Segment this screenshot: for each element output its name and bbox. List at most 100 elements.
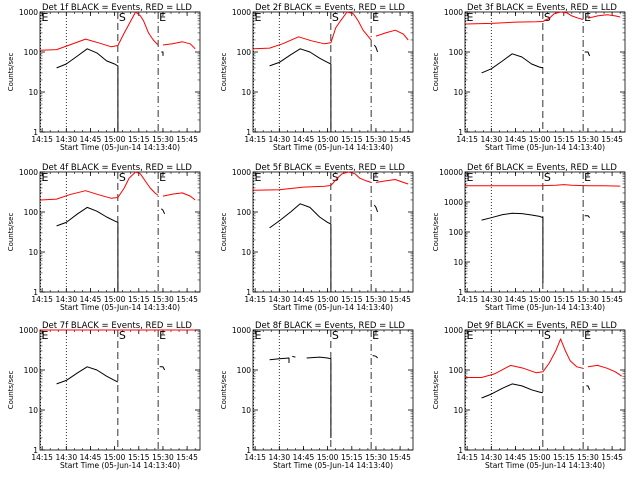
lld-series-line bbox=[40, 171, 159, 201]
y-tick-label: 1000 bbox=[19, 8, 38, 17]
x-tick-label: 14:30 bbox=[268, 453, 290, 462]
marker-label: E bbox=[159, 171, 166, 184]
events-series-line bbox=[586, 385, 591, 390]
x-tick-label: 14:45 bbox=[505, 295, 527, 304]
x-tick-label: 15:45 bbox=[601, 135, 623, 144]
panel-title: Det 5f BLACK = Events, RED = LLD bbox=[255, 163, 405, 173]
marker-label: E bbox=[372, 11, 379, 24]
x-tick-label: 15:30 bbox=[577, 135, 599, 144]
x-tick-label: 15:30 bbox=[577, 295, 599, 304]
x-axis-label: Start Time (05-Jun-14 14:13:40) bbox=[60, 461, 180, 470]
x-tick-label: 14:45 bbox=[293, 295, 315, 304]
x-tick-label: 15:00 bbox=[104, 295, 126, 304]
x-tick-label: 15:00 bbox=[104, 135, 126, 144]
y-tick-label: 1 bbox=[246, 288, 251, 297]
events-series-line bbox=[269, 203, 332, 292]
marker-label: E bbox=[584, 11, 591, 24]
y-tick-label: 100 bbox=[24, 48, 39, 57]
x-axis-label: Start Time (05-Jun-14 14:13:40) bbox=[273, 143, 393, 152]
y-tick-label: 10 bbox=[28, 88, 38, 97]
x-tick-label: 15:30 bbox=[152, 295, 174, 304]
x-tick-label: 15:00 bbox=[529, 295, 551, 304]
y-tick-label: 100 bbox=[449, 48, 464, 57]
y-tick-label: 1 bbox=[458, 446, 463, 455]
y-tick-label: 10 bbox=[241, 406, 251, 415]
panel-title: Det 6f BLACK = Events, RED = LLD bbox=[467, 163, 617, 173]
lld-series-line bbox=[375, 179, 409, 185]
x-tick-label: 14:30 bbox=[55, 295, 77, 304]
y-tick-label: 1000 bbox=[232, 8, 251, 17]
x-tick-label: 15:00 bbox=[529, 453, 551, 462]
y-tick-label: 1 bbox=[458, 288, 463, 297]
x-axis-label: Start Time (05-Jun-14 14:13:40) bbox=[485, 303, 605, 312]
plot-frame bbox=[39, 171, 201, 293]
x-tick-label: 14:15 bbox=[31, 453, 53, 462]
marker-label: E bbox=[255, 329, 262, 342]
x-axis-label: Start Time (05-Jun-14 14:13:40) bbox=[60, 303, 180, 312]
events-series-line bbox=[269, 48, 332, 132]
y-tick-label: 1 bbox=[33, 446, 38, 455]
lld-series-line bbox=[587, 364, 623, 377]
y-tick-label: 10 bbox=[28, 406, 38, 415]
x-tick-label: 14:15 bbox=[456, 295, 478, 304]
x-tick-label: 15:30 bbox=[152, 135, 174, 144]
x-tick-label: 15:15 bbox=[128, 295, 150, 304]
plot-frame bbox=[39, 11, 201, 133]
marker-label: E bbox=[467, 171, 474, 184]
x-tick-label: 15:15 bbox=[553, 453, 575, 462]
y-tick-label: 1 bbox=[458, 128, 463, 137]
events-series-line bbox=[56, 48, 119, 132]
lld-series-line bbox=[253, 171, 372, 191]
x-tick-label: 14:45 bbox=[80, 453, 102, 462]
x-tick-label: 14:30 bbox=[268, 135, 290, 144]
marker-label: E bbox=[467, 329, 474, 342]
x-axis-label: Start Time (05-Jun-14 14:13:40) bbox=[485, 143, 605, 152]
x-tick-label: 15:45 bbox=[176, 295, 198, 304]
lld-series-line bbox=[40, 11, 159, 51]
marker-label: E bbox=[584, 329, 591, 342]
marker-label: E bbox=[372, 329, 379, 342]
y-tick-label: 1000 bbox=[19, 168, 38, 177]
y-axis-label: Counts/sec bbox=[432, 213, 440, 252]
marker-label: S bbox=[332, 329, 339, 342]
x-axis-label: Start Time (05-Jun-14 14:13:40) bbox=[273, 461, 393, 470]
y-axis-label: Counts/sec bbox=[220, 371, 228, 410]
marker-label: E bbox=[584, 171, 591, 184]
x-tick-label: 15:45 bbox=[176, 135, 198, 144]
panel-title: Det 3f BLACK = Events, RED = LLD bbox=[467, 3, 617, 13]
x-tick-label: 14:45 bbox=[293, 135, 315, 144]
y-axis-label: Counts/sec bbox=[432, 371, 440, 410]
x-tick-label: 14:30 bbox=[55, 453, 77, 462]
marker-label: E bbox=[159, 11, 166, 24]
y-tick-label: 1000 bbox=[232, 168, 251, 177]
marker-label: E bbox=[42, 171, 49, 184]
lld-series-line bbox=[162, 192, 196, 201]
x-tick-label: 15:00 bbox=[529, 135, 551, 144]
events-series-line bbox=[372, 355, 378, 359]
x-tick-label: 15:30 bbox=[365, 295, 387, 304]
y-axis-label: Counts/sec bbox=[7, 371, 15, 410]
x-tick-label: 15:30 bbox=[577, 453, 599, 462]
lld-series-line bbox=[587, 14, 621, 19]
x-tick-label: 14:30 bbox=[480, 135, 502, 144]
events-series-line bbox=[56, 366, 119, 385]
events-series-line bbox=[159, 366, 166, 371]
marker-label: E bbox=[42, 329, 49, 342]
y-tick-label: 1000 bbox=[444, 198, 463, 207]
y-tick-label: 100 bbox=[449, 228, 464, 237]
events-series-line bbox=[481, 383, 543, 399]
y-tick-label: 1 bbox=[33, 128, 38, 137]
x-tick-label: 15:00 bbox=[317, 295, 339, 304]
y-tick-label: 1000 bbox=[444, 326, 463, 335]
marker-label: S bbox=[119, 171, 126, 184]
marker-label: E bbox=[467, 11, 474, 24]
y-tick-label: 1000 bbox=[232, 326, 251, 335]
x-tick-label: 14:15 bbox=[31, 135, 53, 144]
x-tick-label: 15:15 bbox=[553, 295, 575, 304]
y-tick-label: 100 bbox=[24, 208, 39, 217]
panel-title: Det 8f BLACK = Events, RED = LLD bbox=[255, 321, 405, 331]
y-tick-label: 100 bbox=[449, 366, 464, 375]
